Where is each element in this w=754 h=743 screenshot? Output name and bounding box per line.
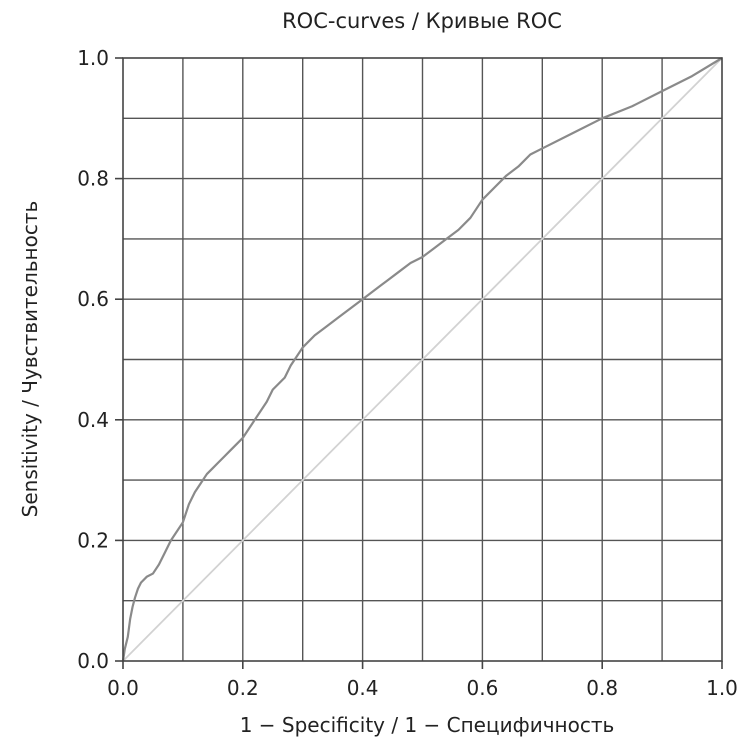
grid-layer — [123, 58, 722, 661]
y-tick-label-4: 0.6 — [77, 287, 109, 311]
y-tick-label-2: 0.2 — [77, 528, 109, 552]
axis-layer — [115, 57, 723, 669]
plot-frame — [122, 57, 723, 662]
chart-title: ROC-curves / Кривые ROC — [282, 9, 562, 33]
x-tick-label-1: 0.0 — [107, 676, 139, 700]
x-tick-label-5: 0.8 — [586, 676, 618, 700]
y-tick-label-5: 0.8 — [77, 167, 109, 191]
roc-curve-line — [121, 57, 723, 662]
x-tick-label-2: 0.2 — [227, 676, 259, 700]
x-tick-label-4: 0.6 — [466, 676, 498, 700]
y-tick-label-1: 0.0 — [77, 649, 109, 673]
x-tick-label-3: 0.4 — [347, 676, 379, 700]
tick-label-layer: 0.0 0.2 0.4 0.6 0.8 1.0 0.0 0.2 0.4 0.6 0.8 1.0 — [77, 46, 738, 700]
y-tick-label-3: 0.4 — [77, 408, 109, 432]
series-layer — [121, 57, 723, 662]
y-tick-label-6: 1.0 — [77, 46, 109, 70]
reference-diagonal-line — [122, 57, 723, 662]
x-axis-label: 1 − Specificity / 1 − Специфичность — [240, 713, 615, 737]
y-axis-label: Sensitivity / Чувствительность — [18, 201, 42, 518]
x-tick-label-6: 1.0 — [706, 676, 738, 700]
